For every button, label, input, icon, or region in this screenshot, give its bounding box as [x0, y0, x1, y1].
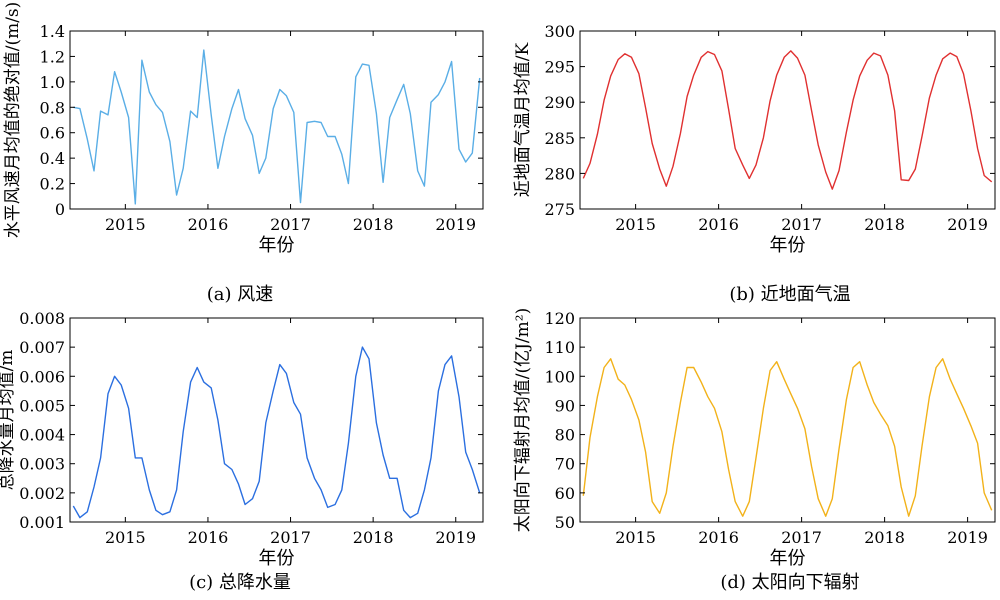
- panel-c-axes-frame: [69, 317, 484, 523]
- panel-a-y-tick-label: 0.8: [40, 98, 65, 117]
- panel-c-caption: (c) 总降水量: [189, 572, 291, 593]
- panel-d-y-tick-label: 100: [544, 367, 575, 386]
- panel-b-y-tick-label: 280: [544, 164, 575, 183]
- panel-b-x-tick-label: 2015: [615, 215, 656, 234]
- panel-d-y-tick-label: 50: [555, 513, 575, 532]
- panel-a-x-tick-label: 2017: [270, 215, 311, 234]
- panel-c-x-tick-label: 2018: [353, 528, 394, 547]
- panel-a-x-tick-label: 2019: [435, 215, 476, 234]
- panel-a-y-tick-label: 1.4: [40, 22, 65, 41]
- panel-d-series-line: [582, 358, 993, 517]
- panel-d-x-tick-label: 2016: [698, 528, 739, 547]
- panel-d-x-tick-label: 2018: [864, 528, 905, 547]
- panel-d-y-tick-label: 60: [555, 484, 575, 503]
- panel-c-y-tick-label: 0.002: [19, 484, 65, 503]
- panel-c-y-tick-label: 0.004: [19, 426, 65, 445]
- panel-b-series-line: [582, 50, 993, 190]
- panel-b-y-tick-label: 295: [544, 58, 575, 77]
- panel-c-series-line: [72, 346, 481, 519]
- panel-a-y-axis-title: 水平风速月均值的绝对值/(m/s): [3, 2, 23, 239]
- panel-b-x-axis-title: 年份: [770, 235, 806, 256]
- panel-d-y-tick-label: 90: [555, 396, 575, 415]
- panel-a-x-axis-title: 年份: [259, 235, 295, 256]
- panel-d-y-tick-label: 80: [555, 426, 575, 445]
- panel-c-y-tick-label: 0.001: [19, 513, 65, 532]
- panel-a-series-line: [73, 49, 481, 205]
- panel-b-y-tick-label: 290: [544, 93, 575, 112]
- panel-c-x-tick-label: 2019: [435, 528, 476, 547]
- panel-d-caption: (d) 太阳向下辐射: [720, 572, 859, 593]
- panel-b-x-tick-label: 2016: [698, 215, 739, 234]
- panel-c-x-tick-label: 2016: [188, 528, 229, 547]
- panel-d-x-axis-title: 年份: [770, 548, 806, 569]
- panel-a-x-tick-label: 2018: [353, 215, 394, 234]
- panel-c-y-tick-label: 0.003: [19, 455, 65, 474]
- panel-a-y-tick-label: 0.4: [40, 149, 65, 168]
- panel-d-y-tick-label: 120: [544, 309, 575, 328]
- panel-a-caption: (a) 风速: [207, 284, 274, 305]
- panel-d-y-tick-label: 70: [555, 455, 575, 474]
- panel-c-y-tick-label: 0.008: [19, 309, 65, 328]
- panel-b-axes-frame: [579, 30, 996, 210]
- panel-a-y-tick-label: 0: [55, 200, 65, 219]
- panel-c-y-tick-label: 0.006: [19, 367, 65, 386]
- panel-d-x-tick-label: 2019: [947, 528, 988, 547]
- panel-a-x-tick-label: 2015: [105, 215, 146, 234]
- panel-a-y-tick-label: 1.2: [40, 47, 65, 66]
- panel-c-y-tick-label: 0.005: [19, 396, 65, 415]
- panel-b-x-tick-label: 2017: [781, 215, 822, 234]
- panel-c-y-axis-title: 总降水量月均值/m: [0, 350, 17, 491]
- panel-a-y-tick-label: 0.2: [40, 175, 65, 194]
- panel-b-caption: (b) 近地面气温: [729, 284, 850, 305]
- panel-b-x-tick-label: 2018: [864, 215, 905, 234]
- panel-d-y-tick-label: 110: [544, 338, 575, 357]
- panel-b-y-tick-label: 300: [544, 22, 575, 41]
- panel-a-axes-frame: [69, 30, 484, 210]
- panel-c-x-axis-title: 年份: [259, 548, 295, 569]
- panel-b-x-tick-label: 2019: [947, 215, 988, 234]
- panel-d-x-tick-label: 2015: [615, 528, 656, 547]
- panel-d-y-axis-title: 太阳向下辐射月均值/(亿J/m²): [513, 308, 533, 532]
- panel-a-y-tick-label: 1.0: [40, 73, 65, 92]
- panel-d-axes-frame: [579, 317, 996, 523]
- panel-d-x-tick-label: 2017: [781, 528, 822, 547]
- panel-c-x-tick-label: 2017: [270, 528, 311, 547]
- panel-c-x-tick-label: 2015: [105, 528, 146, 547]
- panel-a-x-tick-label: 2016: [188, 215, 229, 234]
- panel-b-y-axis-title: 近地面气温月均值/K: [513, 42, 533, 197]
- panel-b-y-tick-label: 285: [544, 129, 575, 148]
- panel-b-y-tick-label: 275: [544, 200, 575, 219]
- panel-c-y-tick-label: 0.007: [19, 338, 65, 357]
- panel-a-y-tick-label: 0.6: [40, 124, 65, 143]
